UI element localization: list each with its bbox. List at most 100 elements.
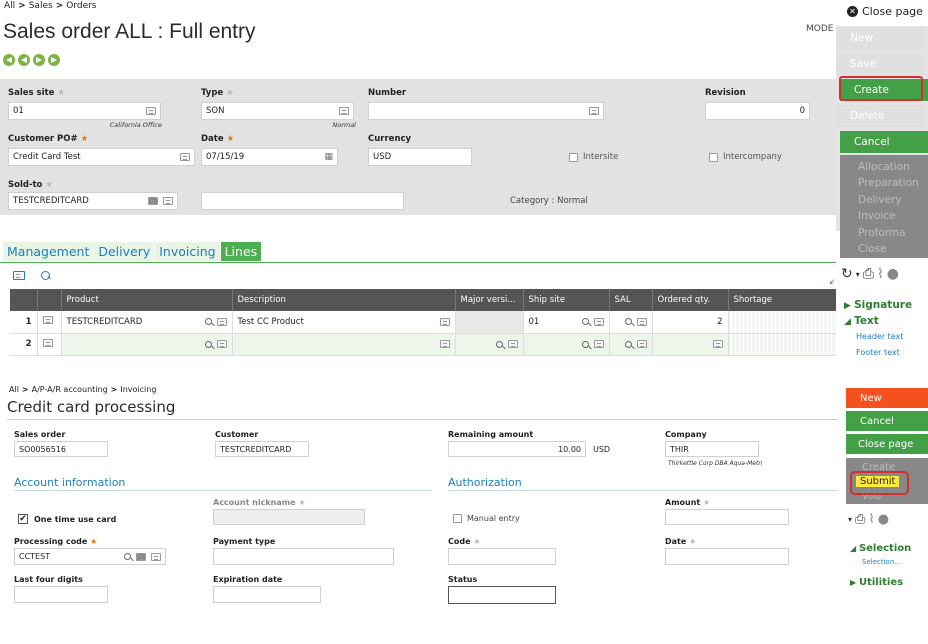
print-icon[interactable]: ⎙	[855, 512, 866, 527]
close-action[interactable]: Close	[858, 243, 887, 256]
checkbox-icon[interactable]	[709, 152, 718, 162]
selection-section[interactable]: ◢ Selection	[850, 543, 912, 554]
checkbox-icon[interactable]	[453, 514, 462, 523]
revision-field[interactable]: 0	[705, 102, 810, 120]
status-field[interactable]	[448, 586, 556, 604]
menu-icon[interactable]	[439, 317, 450, 326]
search-icon[interactable]	[204, 317, 212, 325]
new-button[interactable]: New	[836, 27, 924, 49]
date-field[interactable]: 07/15/19 ▦	[201, 148, 338, 166]
submit-action[interactable]: Submit	[856, 476, 900, 487]
text-section[interactable]: ◢ Text	[844, 315, 879, 327]
sal-cell[interactable]	[609, 333, 653, 356]
row-menu-icon[interactable]	[42, 316, 53, 325]
ordered-qty-cell[interactable]	[652, 333, 729, 356]
row-menu-icon[interactable]	[42, 338, 53, 347]
product-cell[interactable]	[61, 333, 233, 356]
detail-icon[interactable]	[136, 552, 146, 561]
menu-icon[interactable]	[216, 340, 227, 348]
sal-cell[interactable]	[609, 311, 653, 334]
proforma-action[interactable]: Proforma	[858, 226, 906, 239]
selection-link[interactable]: Selection...	[862, 558, 901, 566]
major-version-cell[interactable]	[455, 333, 524, 356]
create-action[interactable]: Create	[862, 462, 896, 473]
menu-icon[interactable]	[636, 317, 647, 326]
remaining-amount-field[interactable]: 10.00	[448, 441, 586, 457]
comment-icon[interactable]: ●	[886, 266, 900, 282]
column-header[interactable]: Ordered qty.	[652, 289, 729, 311]
breadcrumb-item[interactable]: All	[9, 385, 19, 394]
expiration-date-field[interactable]	[213, 586, 321, 603]
ship-site-cell[interactable]	[523, 333, 610, 356]
tab-lines[interactable]: Lines	[220, 242, 262, 261]
utilities-section[interactable]: ▶ Utilities	[850, 577, 904, 588]
search-icon[interactable]	[495, 340, 503, 348]
address-icon[interactable]	[148, 197, 158, 205]
close-page-button[interactable]: Close page	[846, 434, 928, 454]
new-button[interactable]: New	[846, 388, 928, 408]
allocation-action[interactable]: Allocation	[858, 161, 910, 173]
last-record-icon[interactable]	[48, 54, 60, 66]
column-header[interactable]: Description	[232, 289, 456, 311]
menu-icon[interactable]	[507, 340, 518, 348]
print-icon[interactable]: ⎙	[862, 266, 874, 282]
sales-order-field[interactable]: SO0056516	[14, 441, 108, 457]
column-header[interactable]: Ship site	[523, 289, 610, 311]
search-icon[interactable]	[124, 553, 131, 560]
menu-icon[interactable]	[151, 552, 161, 561]
checkbox-checked-icon[interactable]: ✔	[18, 514, 28, 524]
account-nickname-field[interactable]	[213, 509, 365, 525]
major-version-cell[interactable]	[455, 311, 524, 334]
intersite-checkbox[interactable]: Intersite	[569, 152, 618, 162]
resize-icon[interactable]: ↙	[829, 277, 836, 286]
ship-site-cell[interactable]: 01	[523, 311, 610, 334]
intercompany-checkbox[interactable]: Intercompany	[709, 152, 782, 162]
company-field[interactable]: THIR	[665, 441, 759, 457]
breadcrumb-item[interactable]: A/P-A/R accounting	[31, 385, 108, 394]
save-button[interactable]: Save	[836, 53, 924, 75]
search-icon[interactable]	[204, 340, 212, 348]
search-icon[interactable]	[624, 340, 632, 348]
dropdown-icon[interactable]: ▾	[848, 515, 853, 524]
processing-code-field[interactable]: CCTEST	[14, 548, 166, 565]
menu-icon[interactable]	[593, 340, 604, 348]
ordered-qty-cell[interactable]: 2	[652, 311, 729, 334]
breadcrumb-item[interactable]: Invoicing	[120, 385, 157, 394]
table-row[interactable]: 2	[10, 333, 837, 356]
search-icon[interactable]	[581, 340, 589, 348]
comment-icon[interactable]: ●	[877, 512, 890, 527]
close-page-link[interactable]: ✕ Close page	[847, 5, 923, 18]
footer-text-link[interactable]: Footer text	[856, 348, 900, 357]
menu-icon[interactable]	[593, 317, 604, 326]
menu-icon[interactable]	[589, 107, 599, 115]
column-header[interactable]: Major versi...	[455, 289, 524, 311]
date-field[interactable]	[665, 548, 789, 565]
table-row[interactable]: 1 TESTCREDITCARD Test CC Product 01 2	[10, 311, 837, 334]
amount-field[interactable]	[665, 509, 789, 525]
delivery-action[interactable]: Delivery	[858, 193, 902, 206]
first-record-icon[interactable]	[3, 54, 15, 66]
column-header[interactable]: Product	[61, 289, 233, 311]
column-header[interactable]: SAL	[609, 289, 653, 311]
payment-type-field[interactable]	[213, 548, 394, 565]
tab-management[interactable]: Management	[3, 242, 94, 261]
header-text-link[interactable]: Header text	[856, 332, 904, 341]
void-action[interactable]: Void	[862, 492, 882, 502]
close-icon[interactable]: ✕	[847, 6, 858, 17]
preparation-action[interactable]: Preparation	[858, 177, 919, 190]
delete-button[interactable]: Delete	[836, 105, 924, 127]
signature-section[interactable]: ▶ Signature	[844, 299, 913, 311]
type-field[interactable]: SON	[201, 102, 354, 120]
description-cell[interactable]	[232, 333, 456, 356]
search-icon[interactable]	[41, 271, 50, 280]
menu-icon[interactable]	[146, 107, 156, 115]
last-four-field[interactable]	[14, 586, 108, 603]
create-button[interactable]: Create	[840, 79, 928, 101]
breadcrumb-item[interactable]: Sales	[28, 1, 53, 11]
menu-icon[interactable]	[712, 340, 723, 348]
customer-po-field[interactable]: Credit Card Test	[8, 148, 195, 166]
breadcrumb-item[interactable]: Orders	[66, 1, 97, 11]
refresh-icon[interactable]: ↻	[841, 266, 853, 282]
attachment-icon[interactable]: ⌇	[876, 266, 884, 282]
menu-icon[interactable]	[636, 340, 647, 348]
